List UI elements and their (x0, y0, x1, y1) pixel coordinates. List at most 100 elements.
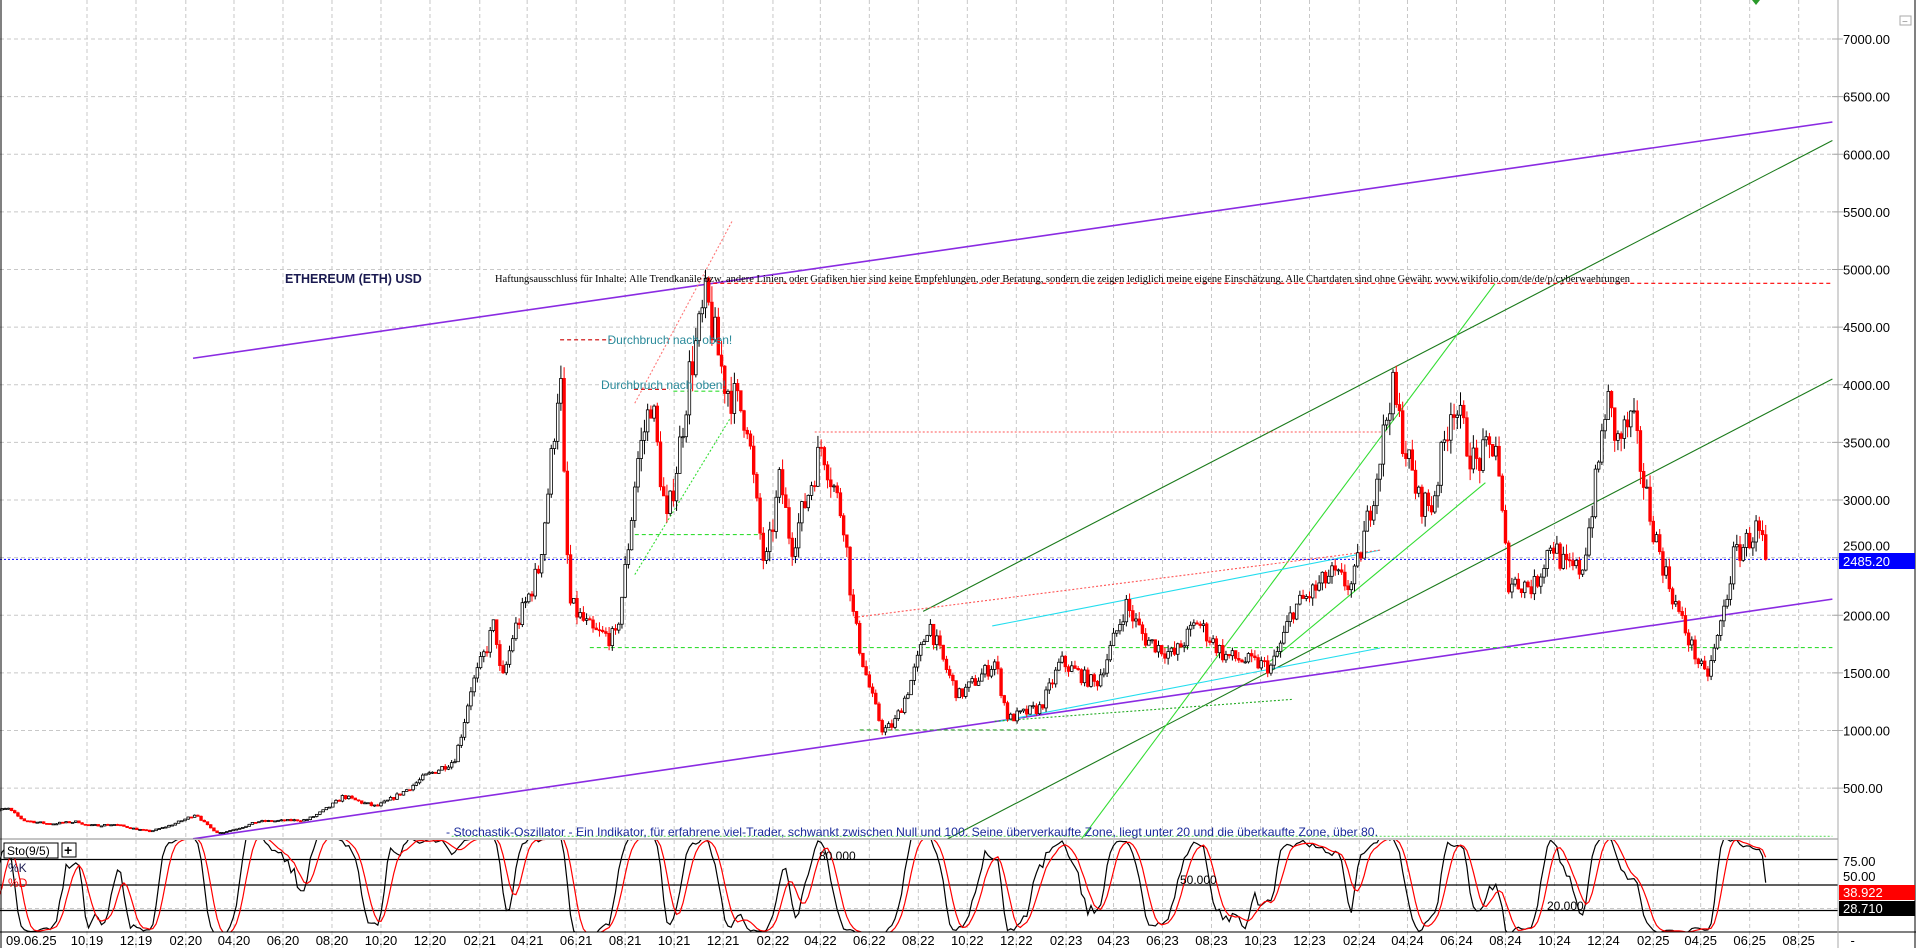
candle (157, 828, 161, 830)
trendline[interactable] (994, 698, 1292, 722)
trendline[interactable] (854, 549, 1381, 618)
minimize-button[interactable] (1899, 15, 1912, 26)
candle (67, 821, 72, 824)
candle (1378, 463, 1382, 480)
candle (1153, 639, 1157, 653)
candle (838, 492, 843, 517)
candle (1076, 668, 1080, 671)
candle (45, 823, 49, 825)
candle (366, 802, 370, 805)
candle (980, 673, 984, 682)
candle (77, 820, 81, 824)
candle (1571, 560, 1575, 567)
candle (340, 795, 345, 802)
candle (234, 828, 239, 831)
candle (1307, 596, 1312, 599)
candle (327, 806, 332, 809)
candle (1208, 640, 1212, 643)
candle (74, 820, 78, 823)
candle (890, 723, 894, 728)
candle (1127, 598, 1132, 612)
candle (523, 601, 528, 604)
candle (1471, 447, 1476, 470)
x-tick-label: 10.24 (1538, 933, 1571, 948)
candle (279, 819, 284, 822)
candle (456, 744, 460, 763)
candle (1343, 571, 1347, 587)
candle (1728, 583, 1733, 600)
add-indicator-button[interactable] (61, 842, 77, 858)
trendline[interactable] (192, 121, 1833, 360)
candle (1580, 569, 1585, 575)
candle (1680, 611, 1684, 616)
candle (575, 598, 579, 618)
candle (1548, 547, 1553, 551)
candle (700, 307, 704, 315)
trendline[interactable] (992, 549, 1381, 627)
candle (1577, 559, 1582, 575)
candle (1445, 439, 1450, 442)
trendline[interactable] (634, 219, 734, 404)
candle (469, 691, 473, 707)
candle (1031, 705, 1035, 708)
candle (411, 784, 415, 791)
y-tick-label: 3000.00 (1843, 493, 1890, 508)
sto-d-value: 38.922 (1843, 885, 1883, 900)
candle (501, 665, 505, 674)
candle (122, 824, 126, 827)
candle (527, 593, 531, 603)
trendline[interactable] (999, 647, 1381, 722)
indicator-name[interactable]: Sto(9/5) (7, 844, 50, 858)
minimize-icon[interactable]: − (1902, 17, 1908, 28)
trendline[interactable] (1269, 482, 1486, 662)
grid (0, 0, 1838, 948)
candle (173, 822, 178, 826)
candle (1641, 471, 1646, 488)
candle (408, 789, 412, 792)
candle (1028, 705, 1032, 715)
candle (629, 520, 634, 551)
candle (241, 827, 245, 829)
candle (1564, 553, 1569, 561)
candle (1545, 550, 1549, 569)
candle (899, 710, 904, 713)
time-axis[interactable]: 09.06.25 10.19 12.19 02.20 04.20 06.20 08.20 10… (6, 933, 1855, 948)
candle (347, 795, 351, 800)
x-tick-label: 10.21 (658, 933, 691, 948)
candle (1118, 624, 1122, 632)
candle (723, 365, 727, 394)
candle (1156, 645, 1161, 653)
indicator-label-box[interactable] (3, 842, 59, 859)
trendline[interactable] (922, 140, 1833, 612)
candle (1436, 484, 1440, 497)
candle (1751, 541, 1755, 549)
trendline[interactable] (943, 378, 1833, 841)
candle (160, 826, 165, 829)
candle (1670, 588, 1675, 605)
x-tick-label: 08.22 (902, 933, 935, 948)
candle (1439, 441, 1443, 486)
candle (620, 596, 624, 625)
plus-icon[interactable]: + (64, 842, 72, 858)
candle (1346, 585, 1350, 591)
candle (996, 661, 1000, 670)
candle (1651, 520, 1655, 543)
price-axis[interactable]: 500.00 1000.00 1500.00 2000.00 2500.00 3000.0… (1832, 32, 1890, 796)
x-tick-label: 08.23 (1195, 933, 1228, 948)
candle (1478, 458, 1482, 471)
candle (1079, 669, 1084, 684)
candle (494, 619, 499, 645)
candle (170, 824, 174, 827)
candle (562, 378, 566, 472)
candle (212, 827, 216, 832)
x-tick-label: 12.23 (1293, 933, 1326, 948)
candle (1057, 661, 1061, 671)
candle (199, 815, 203, 821)
candle (1574, 559, 1578, 567)
candle (893, 718, 897, 728)
candle (1365, 510, 1370, 532)
x-tick-label: 06.24 (1440, 933, 1473, 948)
candle (385, 799, 390, 802)
candle (880, 720, 884, 733)
